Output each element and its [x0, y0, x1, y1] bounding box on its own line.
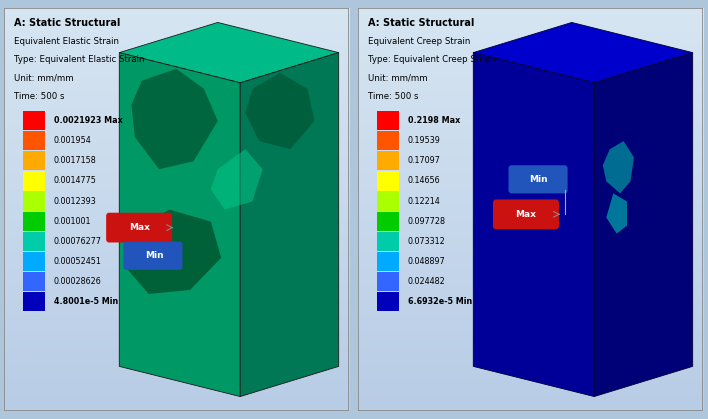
FancyBboxPatch shape [23, 151, 45, 171]
Text: Type: Equivalent Elastic Strain: Type: Equivalent Elastic Strain [14, 55, 144, 65]
Polygon shape [132, 69, 218, 169]
Text: 0.00028626: 0.00028626 [54, 277, 101, 286]
FancyBboxPatch shape [23, 232, 45, 251]
Text: 0.0014775: 0.0014775 [54, 176, 96, 186]
Text: Min: Min [145, 251, 164, 260]
FancyBboxPatch shape [377, 171, 399, 191]
FancyBboxPatch shape [377, 212, 399, 231]
FancyBboxPatch shape [23, 191, 45, 211]
Text: 0.14656: 0.14656 [408, 176, 440, 186]
FancyBboxPatch shape [23, 131, 45, 150]
Text: Min: Min [529, 175, 547, 184]
Text: 0.001954: 0.001954 [54, 136, 91, 145]
Polygon shape [606, 194, 627, 234]
Text: Max: Max [515, 210, 537, 219]
FancyBboxPatch shape [23, 292, 45, 311]
Text: Time: 500 s: Time: 500 s [368, 93, 418, 101]
FancyBboxPatch shape [377, 272, 399, 291]
FancyBboxPatch shape [106, 213, 172, 243]
Text: 0.2198 Max: 0.2198 Max [408, 116, 460, 125]
Text: 0.097728: 0.097728 [408, 217, 445, 226]
Polygon shape [119, 53, 240, 396]
Text: Unit: mm/mm: Unit: mm/mm [14, 74, 74, 83]
FancyBboxPatch shape [23, 171, 45, 191]
Text: 0.024482: 0.024482 [408, 277, 445, 286]
FancyBboxPatch shape [377, 131, 399, 150]
Text: Max: Max [129, 223, 149, 232]
FancyBboxPatch shape [23, 111, 45, 130]
Text: 0.0017158: 0.0017158 [54, 156, 96, 166]
Text: 0.048897: 0.048897 [408, 257, 445, 266]
Text: 0.00076277: 0.00076277 [54, 237, 102, 246]
Text: 6.6932e-5 Min: 6.6932e-5 Min [408, 297, 472, 306]
Polygon shape [211, 149, 263, 210]
Polygon shape [246, 73, 314, 149]
FancyBboxPatch shape [377, 232, 399, 251]
Text: 0.0021923 Max: 0.0021923 Max [54, 116, 122, 125]
Text: A: Static Structural: A: Static Structural [14, 18, 120, 28]
FancyBboxPatch shape [377, 111, 399, 130]
Polygon shape [594, 53, 692, 396]
Text: 0.001001: 0.001001 [54, 217, 91, 226]
Text: Time: 500 s: Time: 500 s [14, 93, 64, 101]
FancyBboxPatch shape [508, 165, 568, 194]
Polygon shape [473, 53, 594, 396]
Polygon shape [473, 23, 692, 83]
FancyBboxPatch shape [23, 272, 45, 291]
FancyBboxPatch shape [377, 292, 399, 311]
FancyBboxPatch shape [377, 191, 399, 211]
Text: Equivalent Creep Strain: Equivalent Creep Strain [368, 37, 470, 46]
FancyBboxPatch shape [377, 252, 399, 271]
Text: Unit: mm/mm: Unit: mm/mm [368, 74, 428, 83]
Text: 4.8001e-5 Min: 4.8001e-5 Min [54, 297, 118, 306]
Polygon shape [119, 23, 338, 83]
FancyBboxPatch shape [23, 212, 45, 231]
Text: 0.00052451: 0.00052451 [54, 257, 101, 266]
Text: Type: Equivalent Creep Strain: Type: Equivalent Creep Strain [368, 55, 496, 65]
FancyBboxPatch shape [493, 199, 559, 229]
Text: 0.0012393: 0.0012393 [54, 197, 96, 206]
Text: 0.17097: 0.17097 [408, 156, 440, 166]
FancyBboxPatch shape [377, 151, 399, 171]
Text: 0.12214: 0.12214 [408, 197, 440, 206]
Polygon shape [240, 53, 338, 396]
FancyBboxPatch shape [23, 252, 45, 271]
Polygon shape [128, 210, 221, 294]
Text: 0.073312: 0.073312 [408, 237, 445, 246]
Text: 0.19539: 0.19539 [408, 136, 440, 145]
Text: A: Static Structural: A: Static Structural [368, 18, 474, 28]
FancyBboxPatch shape [123, 242, 183, 270]
Polygon shape [603, 141, 634, 194]
Text: Equivalent Elastic Strain: Equivalent Elastic Strain [14, 37, 119, 46]
